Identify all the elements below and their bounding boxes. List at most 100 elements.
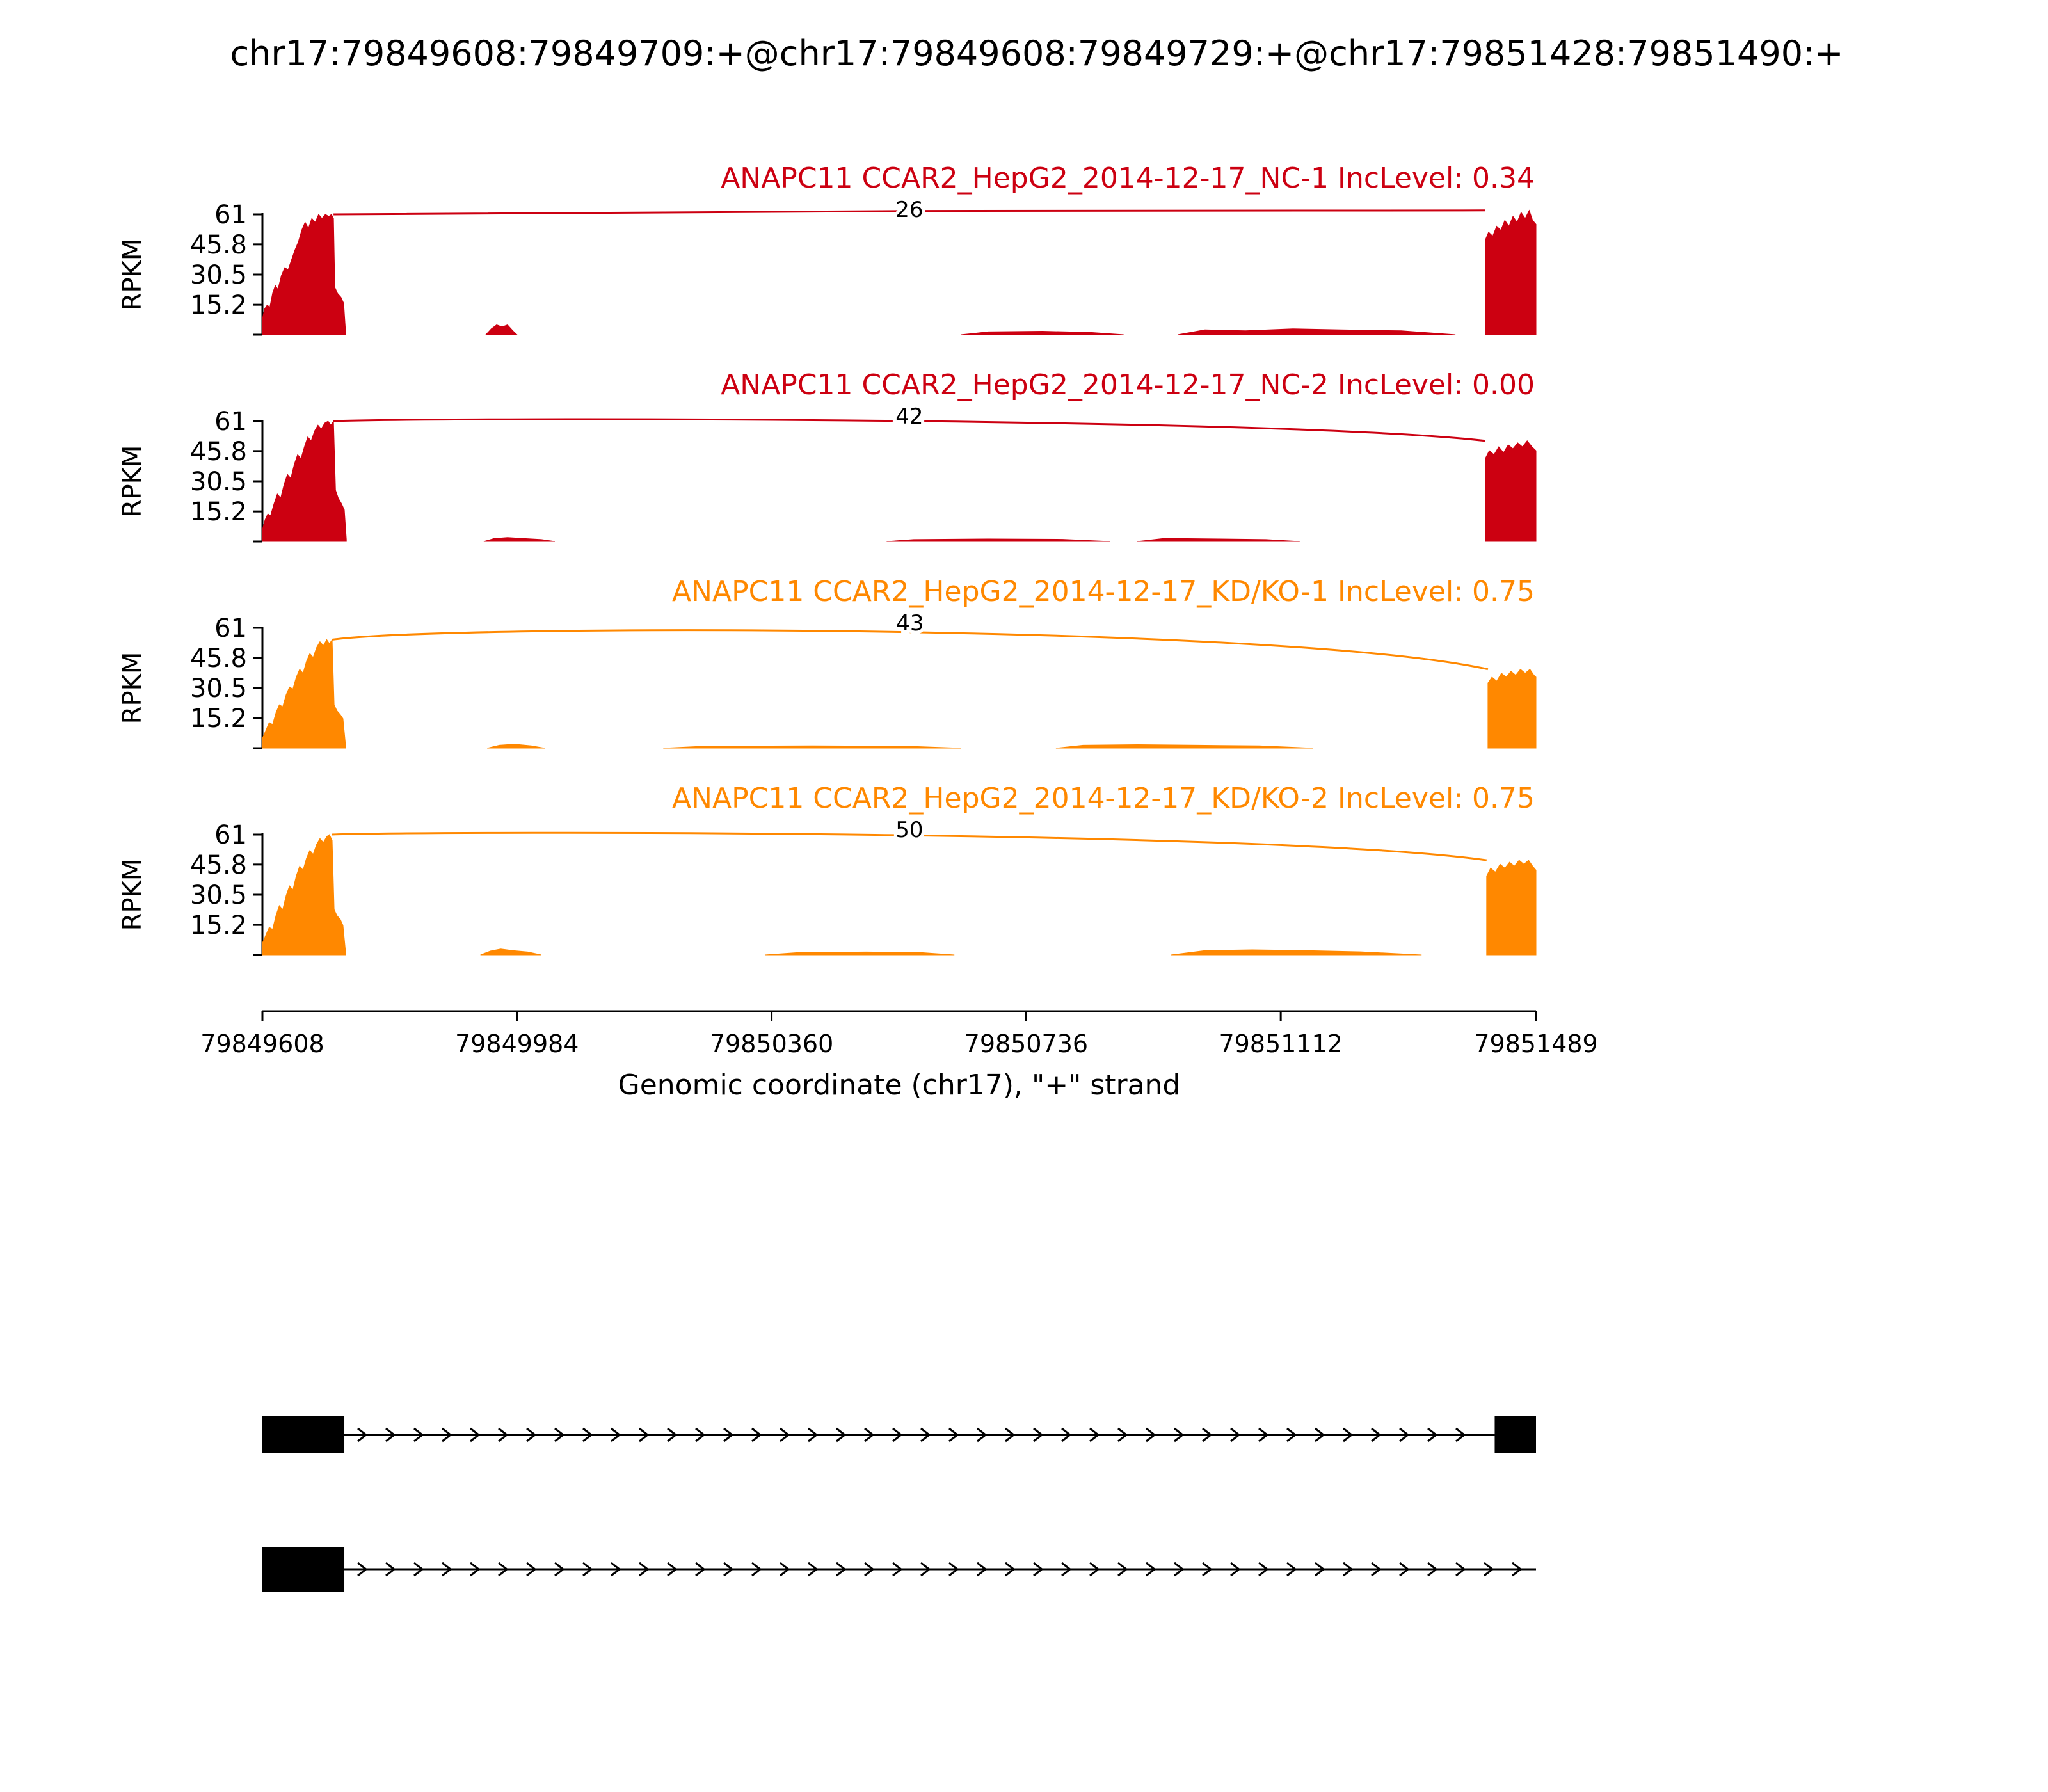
strand-arrow-icon: [1089, 1427, 1100, 1443]
coverage-area: [764, 951, 955, 956]
coverage-area: [1055, 744, 1313, 749]
isoform-1: [262, 1416, 1536, 1453]
strand-arrow-icon: [1258, 1562, 1269, 1577]
strand-arrow-icon: [639, 1427, 650, 1443]
strand-arrow-icon: [1286, 1427, 1297, 1443]
strand-arrow-icon: [977, 1562, 988, 1577]
strand-arrow-icon: [892, 1427, 903, 1443]
strand-arrow-icon: [695, 1427, 706, 1443]
strand-arrow-icon: [780, 1562, 790, 1577]
y-tick-label: 45.8: [190, 644, 247, 673]
strand-arrow-icon: [1455, 1427, 1466, 1443]
strand-arrow-icon: [1202, 1427, 1213, 1443]
strand-arrow-icon: [1005, 1427, 1016, 1443]
strand-arrow-icon: [1033, 1562, 1044, 1577]
strand-arrow-icon: [723, 1562, 734, 1577]
strand-arrow-icon: [1061, 1562, 1072, 1577]
exon-box: [262, 1547, 345, 1592]
y-tick-label: 61: [214, 820, 247, 850]
figure-title: chr17:79849608:79849709:+@chr17:79849608…: [230, 33, 1843, 74]
strand-arrow-icon: [554, 1562, 565, 1577]
track-label: ANAPC11 CCAR2_HepG2_2014-12-17_NC-2 IncL…: [721, 369, 1535, 401]
strand-arrow-icon: [892, 1562, 903, 1577]
strand-arrow-icon: [836, 1427, 847, 1443]
strand-arrow-icon: [1343, 1562, 1354, 1577]
strand-arrow-icon: [1202, 1562, 1213, 1577]
strand-arrow-icon: [1089, 1562, 1100, 1577]
strand-arrow-icon: [1258, 1427, 1269, 1443]
y-tick-label: 15.2: [190, 704, 247, 733]
strand-arrow-icon: [442, 1427, 452, 1443]
y-tick-label: 15.2: [190, 911, 247, 940]
strand-arrow-icon: [1146, 1427, 1156, 1443]
strand-arrow-icon: [582, 1562, 593, 1577]
track-1: ANAPC11 CCAR2_HepG2_2014-12-17_NC-1 IncL…: [118, 162, 1537, 336]
y-axis-title: RPKM: [118, 445, 147, 518]
track-label: ANAPC11 CCAR2_HepG2_2014-12-17_NC-1 IncL…: [721, 162, 1535, 195]
strand-arrow-icon: [695, 1562, 706, 1577]
strand-arrow-icon: [385, 1562, 396, 1577]
x-tick-label: 79851112: [1219, 1030, 1342, 1058]
strand-arrow-icon: [920, 1427, 931, 1443]
strand-arrow-icon: [1399, 1562, 1410, 1577]
y-tick-label: 45.8: [190, 437, 247, 467]
y-tick-label: 61: [214, 200, 247, 230]
coverage-area: [1137, 538, 1300, 542]
y-axis-title: RPKM: [118, 859, 147, 931]
strand-arrow-icon: [1343, 1427, 1354, 1443]
junction-arc: [333, 418, 1485, 442]
strand-arrow-icon: [751, 1427, 762, 1443]
strand-arrow-icon: [1371, 1427, 1382, 1443]
strand-arrow-icon: [808, 1427, 819, 1443]
strand-arrow-icon: [1427, 1562, 1438, 1577]
coverage-area: [262, 420, 347, 542]
strand-arrow-icon: [751, 1562, 762, 1577]
strand-arrow-icon: [357, 1562, 368, 1577]
strand-arrow-icon: [413, 1562, 424, 1577]
junction-reads: 42: [895, 404, 923, 429]
coverage-area: [1486, 860, 1537, 956]
junction-arc: [332, 831, 1487, 861]
strand-arrow-icon: [611, 1562, 621, 1577]
y-tick-label: 61: [214, 407, 247, 436]
y-tick-label: 30.5: [190, 881, 247, 910]
strand-arrow-icon: [1286, 1562, 1297, 1577]
y-tick-label: 61: [214, 614, 247, 643]
junction-reads: 26: [895, 197, 923, 223]
strand-arrow-icon: [780, 1427, 790, 1443]
x-tick-label: 79849608: [200, 1030, 324, 1058]
strand-arrow-icon: [498, 1427, 509, 1443]
strand-arrow-icon: [723, 1427, 734, 1443]
strand-arrow-icon: [948, 1427, 959, 1443]
strand-arrow-icon: [1484, 1562, 1494, 1577]
x-tick-label: 79850360: [710, 1030, 833, 1058]
x-axis-title: Genomic coordinate (chr17), "+" strand: [618, 1069, 1181, 1101]
coverage-area: [961, 330, 1124, 335]
y-tick-label: 30.5: [190, 467, 247, 497]
strand-arrow-icon: [385, 1427, 396, 1443]
y-tick-label: 30.5: [190, 260, 247, 290]
strand-arrow-icon: [1033, 1427, 1044, 1443]
y-tick-label: 45.8: [190, 851, 247, 880]
strand-arrow-icon: [864, 1427, 875, 1443]
coverage-area: [1171, 949, 1422, 956]
strand-arrow-icon: [1117, 1427, 1128, 1443]
strand-arrow-icon: [554, 1427, 565, 1443]
strand-arrow-icon: [1315, 1562, 1325, 1577]
coverage-area: [484, 324, 518, 335]
x-tick-label: 79850736: [964, 1030, 1088, 1058]
strand-arrow-icon: [1315, 1427, 1325, 1443]
exon-box: [262, 1416, 345, 1453]
coverage-area: [480, 948, 542, 956]
strand-arrow-icon: [1174, 1427, 1185, 1443]
strand-arrow-icon: [470, 1427, 481, 1443]
coverage-area: [1485, 440, 1537, 542]
strand-arrow-icon: [667, 1562, 678, 1577]
strand-arrow-icon: [1399, 1427, 1410, 1443]
coverage-area: [1487, 668, 1537, 749]
y-tick-label: 30.5: [190, 674, 247, 703]
strand-arrow-icon: [1117, 1562, 1128, 1577]
strand-arrow-icon: [836, 1562, 847, 1577]
coverage-area: [483, 537, 556, 542]
